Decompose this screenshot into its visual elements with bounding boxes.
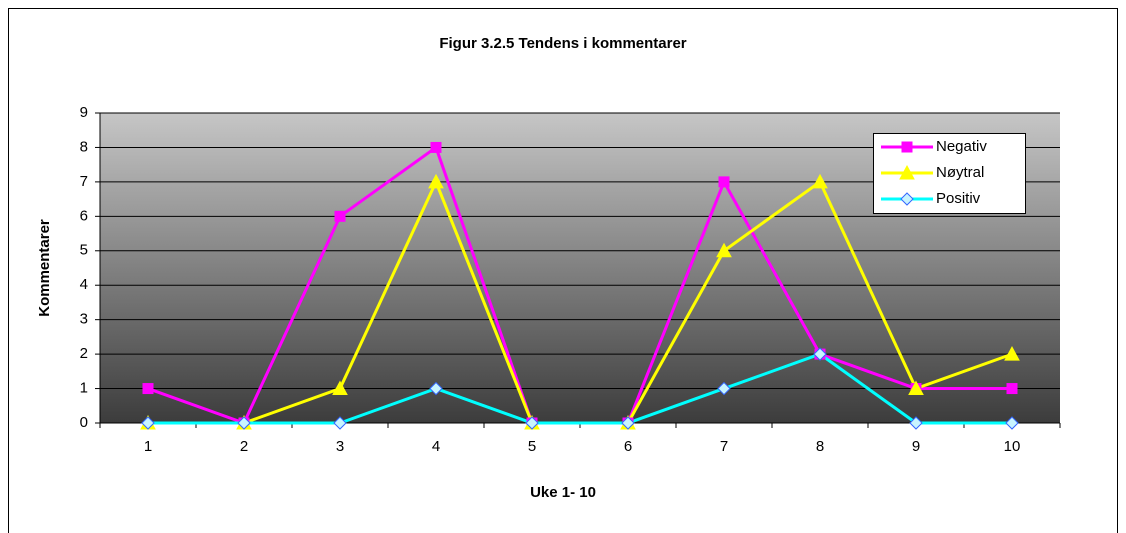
- series-line: [148, 352, 1012, 425]
- legend-label: Negativ: [936, 138, 987, 155]
- x-tick-label: 4: [432, 438, 440, 455]
- x-tick-label: 3: [336, 438, 344, 455]
- data-point: [333, 416, 347, 430]
- data-point: [142, 383, 154, 395]
- data-point: [621, 416, 635, 430]
- y-tick-label: 3: [80, 311, 88, 328]
- y-tick-label: 6: [80, 207, 88, 224]
- data-point: [332, 380, 348, 396]
- chart-title: Figur 3.2.5 Tendens i kommentarer: [439, 35, 686, 52]
- legend-marker: [901, 141, 913, 153]
- data-point: [525, 416, 539, 430]
- y-tick-label: 9: [80, 104, 88, 121]
- data-point: [1006, 383, 1018, 395]
- lines: [140, 141, 1020, 430]
- y-tick-label: 8: [80, 138, 88, 155]
- data-point: [430, 141, 442, 153]
- legend-marker: [900, 192, 914, 206]
- x-tick-label: 5: [528, 438, 536, 455]
- data-point: [909, 416, 923, 430]
- data-point: [334, 210, 346, 222]
- legend-label: Positiv: [936, 190, 981, 207]
- data-point: [718, 176, 730, 188]
- data-point: [716, 242, 732, 258]
- x-tick-label: 9: [912, 438, 920, 455]
- data-point: [1005, 416, 1019, 430]
- data-point: [717, 381, 731, 396]
- x-tick-label: 7: [720, 438, 728, 455]
- x-tick-label: 8: [816, 438, 824, 455]
- x-tick-label: 2: [240, 438, 248, 455]
- y-tick-label: 1: [80, 380, 88, 397]
- data-point: [141, 416, 155, 430]
- data-point: [813, 347, 827, 361]
- data-point: [812, 173, 828, 189]
- data-point: [428, 173, 444, 189]
- legend: Negativ Nøytral Positiv: [873, 133, 1026, 214]
- y-tick-label: 0: [80, 414, 88, 431]
- y-tick-label: 7: [80, 173, 88, 190]
- x-tick-label: 1: [144, 438, 152, 455]
- y-tick-label: 5: [80, 242, 88, 259]
- data-point: [429, 381, 443, 396]
- x-tick-label: 6: [624, 438, 632, 455]
- data-point: [1004, 346, 1020, 361]
- y-tick-label: 4: [80, 276, 88, 293]
- data-point: [908, 380, 924, 396]
- x-tick-label: 10: [1004, 438, 1021, 455]
- legend-marker: [899, 164, 915, 180]
- y-axis-label: Kommentarer: [36, 219, 53, 317]
- x-axis-label: Uke 1- 10: [530, 484, 596, 501]
- legend-label: Nøytral: [936, 164, 984, 181]
- y-tick-label: 2: [80, 345, 88, 362]
- data-point: [237, 416, 251, 430]
